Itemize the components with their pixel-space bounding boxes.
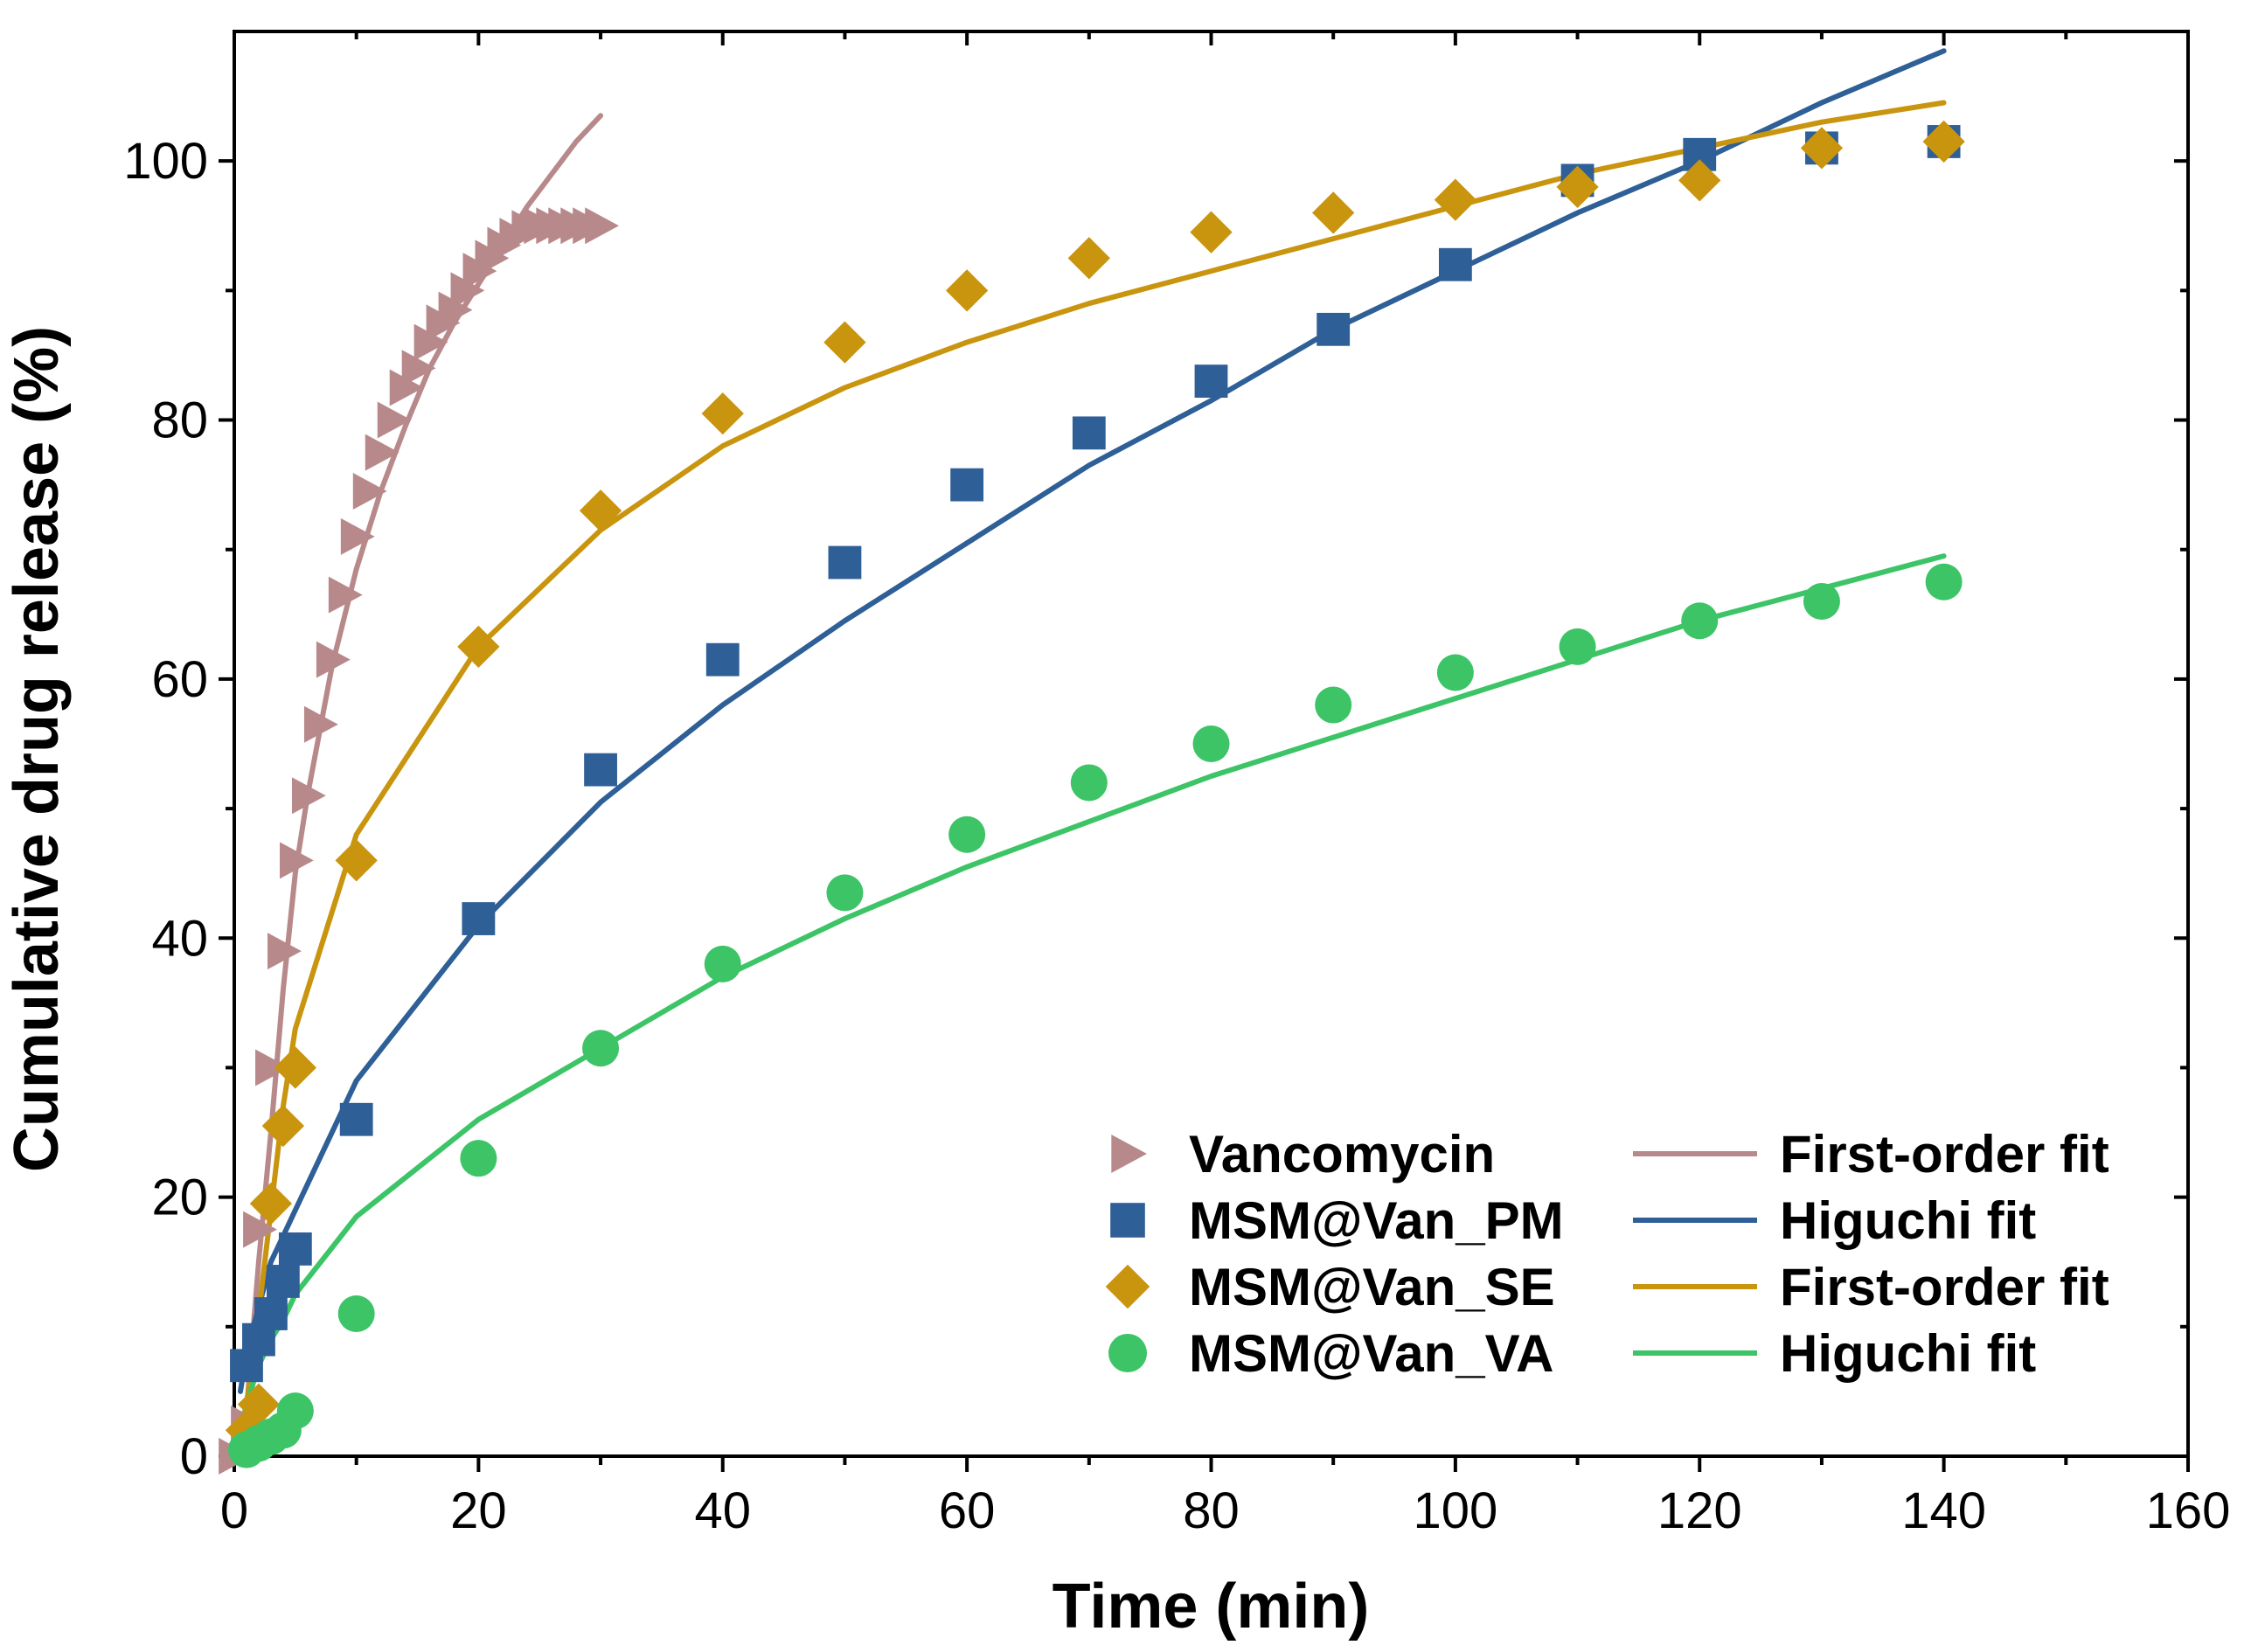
data-point	[450, 272, 485, 309]
legend-label: First-order fit	[1780, 1258, 2109, 1316]
data-point	[1678, 159, 1721, 202]
legend-label: Higuchi fit	[1780, 1324, 2036, 1383]
x-tick-label: 140	[1901, 1482, 1986, 1539]
y-tick-label: 20	[151, 1170, 208, 1226]
data-point	[389, 369, 424, 406]
y-tick-label: 0	[180, 1428, 208, 1485]
fit-line	[238, 48, 1947, 1394]
y-axis-title: Cumulative drug release (%)	[2, 326, 72, 1172]
data-point	[340, 517, 375, 555]
data-point	[701, 392, 744, 435]
axes: 0 20 40 60 80 100 120 140 160 0 20 40 60 80 100	[123, 30, 2231, 1539]
legend-marker	[1111, 1135, 1147, 1173]
data-point	[1072, 416, 1106, 450]
data-point	[276, 1392, 314, 1430]
data-point	[279, 842, 314, 879]
data-point	[945, 269, 989, 312]
y-tick-label: 60	[151, 651, 208, 708]
legend: Vancomycin MSM@Van_PM MSM@Van_SE MSM@Van_VA…	[1105, 1125, 2109, 1383]
data-point	[413, 323, 448, 361]
data-point	[328, 576, 363, 614]
legend-label: MSM@Van_PM	[1189, 1191, 1564, 1250]
data-point	[335, 839, 378, 882]
legend-label: Vancomycin	[1189, 1125, 1495, 1183]
data-point	[585, 207, 620, 245]
data-point	[274, 1046, 316, 1089]
data-point	[1438, 247, 1472, 281]
data-point	[352, 473, 387, 510]
legend-label: MSM@Van_SE	[1189, 1258, 1555, 1316]
data-point	[950, 468, 984, 502]
data-point	[584, 753, 617, 787]
data-point	[705, 642, 740, 677]
x-tick-label: 40	[694, 1482, 751, 1539]
data-point	[266, 1265, 300, 1298]
data-point	[291, 777, 326, 815]
data-point	[582, 1030, 620, 1067]
x-tick-label: 0	[220, 1482, 248, 1539]
data-point	[1925, 563, 1963, 600]
legend-marker	[1105, 1264, 1150, 1309]
data-point	[243, 1211, 277, 1248]
data-markers	[219, 120, 1965, 1475]
x-tick-label: 100	[1413, 1482, 1497, 1539]
x-axis-title: Time (min)	[1053, 1572, 1370, 1642]
legend-marker	[1110, 1203, 1145, 1238]
data-point	[365, 434, 399, 471]
data-point	[261, 1104, 305, 1148]
data-point	[316, 641, 351, 678]
data-point	[1194, 364, 1228, 398]
data-point	[401, 350, 436, 387]
data-point	[457, 625, 500, 669]
y-tick-label: 40	[151, 910, 208, 967]
data-point	[249, 1182, 293, 1225]
data-point	[377, 401, 412, 439]
data-point	[255, 1049, 289, 1086]
data-point	[267, 933, 302, 970]
data-point	[1556, 165, 1599, 208]
x-tick-label: 20	[450, 1482, 507, 1539]
data-point	[823, 321, 866, 364]
data-point	[1681, 602, 1719, 640]
x-tick-label: 160	[2146, 1482, 2231, 1539]
data-point	[462, 902, 496, 935]
data-point	[438, 291, 473, 329]
data-point	[339, 1102, 373, 1136]
data-point	[1803, 583, 1840, 620]
data-point	[1922, 120, 1965, 163]
data-point	[828, 545, 862, 580]
data-point	[1800, 127, 1844, 170]
data-point	[460, 1140, 497, 1177]
data-point	[1317, 312, 1351, 346]
x-tick-label: 120	[1657, 1482, 1742, 1539]
data-point	[579, 489, 622, 532]
data-point	[948, 816, 986, 853]
data-point	[278, 1232, 312, 1266]
data-point	[254, 1297, 288, 1330]
legend-label: MSM@Van_VA	[1189, 1324, 1553, 1383]
data-point	[704, 945, 741, 982]
legend-label: Higuchi fit	[1780, 1191, 2036, 1250]
legend-marker	[1108, 1334, 1147, 1372]
data-point	[1070, 764, 1108, 802]
y-tick-label: 80	[151, 392, 208, 449]
data-point	[1312, 191, 1355, 234]
data-point	[1067, 237, 1110, 280]
data-point	[1190, 211, 1233, 253]
data-point	[1192, 725, 1230, 762]
x-tick-label: 60	[939, 1482, 996, 1539]
data-point	[303, 705, 338, 743]
data-point	[1315, 686, 1352, 724]
data-point	[1559, 628, 1596, 665]
x-tick-label: 80	[1183, 1482, 1240, 1539]
data-point	[1436, 654, 1474, 691]
data-point	[237, 1383, 281, 1426]
data-point	[337, 1295, 375, 1332]
data-point	[826, 874, 864, 912]
legend-label: First-order fit	[1780, 1125, 2109, 1183]
data-point	[1434, 178, 1477, 221]
y-tick-label: 100	[123, 133, 208, 190]
